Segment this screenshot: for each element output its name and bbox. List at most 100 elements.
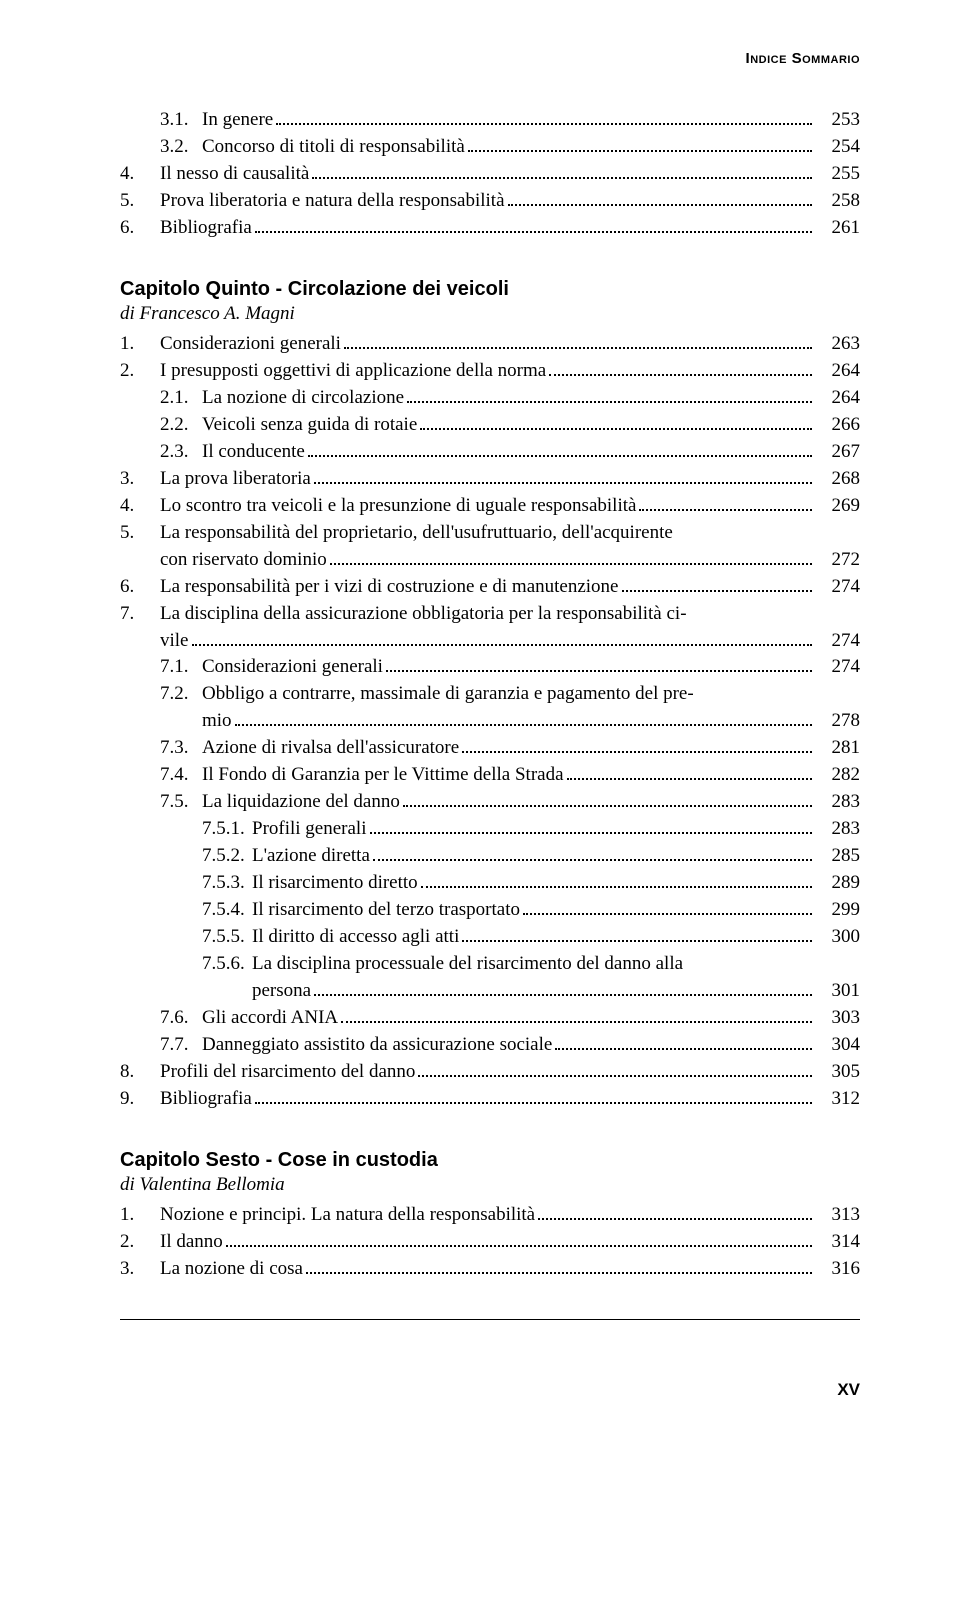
toc-entry-text: Il conducente bbox=[202, 439, 305, 466]
toc-entry-page: 255 bbox=[816, 161, 860, 188]
toc-entry-text: Obbligo a contrarre, massimale di garanz… bbox=[202, 681, 694, 708]
toc-entry: 6.La responsabilità per i vizi di costru… bbox=[120, 574, 860, 601]
toc-entry-text: La nozione di circolazione bbox=[202, 385, 404, 412]
toc-entry-text: Veicoli senza guida di rotaie bbox=[202, 412, 417, 439]
toc-entry-number: 2.2. bbox=[160, 412, 202, 439]
toc-entry-text: La nozione di cosa bbox=[160, 1256, 303, 1283]
toc-entry: 5.Prova liberatoria e natura della respo… bbox=[120, 188, 860, 215]
toc-leader-dots bbox=[639, 509, 812, 511]
toc-entry-page: 283 bbox=[816, 789, 860, 816]
toc-leader-dots bbox=[462, 751, 812, 753]
toc-entry-page: 267 bbox=[816, 439, 860, 466]
toc-entry-number: 1. bbox=[120, 331, 160, 358]
toc-leader-dots bbox=[622, 590, 813, 592]
toc-entry: 7.5.La liquidazione del danno283 bbox=[120, 789, 860, 816]
toc-leader-dots bbox=[308, 455, 812, 457]
toc-leader-dots bbox=[341, 1021, 812, 1023]
toc-entry: 7.5.4.Il risarcimento del terzo trasport… bbox=[120, 897, 860, 924]
toc-entry-page: 278 bbox=[816, 708, 860, 735]
toc-entry-page: 272 bbox=[816, 547, 860, 574]
toc-entry-text: Profili del risarcimento del danno bbox=[160, 1059, 415, 1086]
toc-entry-number: 7.5.2. bbox=[202, 843, 252, 870]
toc-entry: 7.5.2.L'azione diretta285 bbox=[120, 843, 860, 870]
toc-entry-number: 6. bbox=[120, 215, 160, 242]
toc-leader-dots bbox=[276, 123, 812, 125]
toc-entry-page: 283 bbox=[816, 816, 860, 843]
toc-leader-dots bbox=[314, 994, 812, 996]
toc-leader-dots bbox=[314, 482, 812, 484]
toc-entry-page: 314 bbox=[816, 1229, 860, 1256]
toc-entry: 8.Profili del risarcimento del danno305 bbox=[120, 1059, 860, 1086]
toc-entry-wrap: mio278 bbox=[120, 708, 860, 735]
toc-entry-page: 304 bbox=[816, 1032, 860, 1059]
toc-entry-number: 5. bbox=[120, 188, 160, 215]
toc-entry-wrap: con riservato dominio272 bbox=[120, 547, 860, 574]
toc-entry-number: 7.3. bbox=[160, 735, 202, 762]
toc-entry-page: 264 bbox=[816, 385, 860, 412]
toc-entry: 5.La responsabilità del proprietario, de… bbox=[120, 520, 860, 547]
toc-entry-number: 7.5.3. bbox=[202, 870, 252, 897]
toc-entry: 7.7.Danneggiato assistito da assicurazio… bbox=[120, 1032, 860, 1059]
toc-leader-dots bbox=[523, 913, 812, 915]
toc-entry-number: 3.1. bbox=[160, 107, 202, 134]
toc-leader-dots bbox=[462, 940, 812, 942]
toc-block: 3.1.In genere2533.2.Concorso di titoli d… bbox=[120, 107, 860, 242]
toc-leader-dots bbox=[421, 886, 812, 888]
toc-entry: 9.Bibliografia312 bbox=[120, 1086, 860, 1113]
toc-entry-number: 2.1. bbox=[160, 385, 202, 412]
toc-entry-page: 301 bbox=[816, 978, 860, 1005]
toc-entry: 2.I presupposti oggettivi di applicazion… bbox=[120, 358, 860, 385]
toc-entry-text: Il nesso di causalità bbox=[160, 161, 309, 188]
chapter-title: Capitolo Quinto - Circolazione dei veico… bbox=[120, 278, 860, 301]
toc-entry-text: Concorso di titoli di responsabilità bbox=[202, 134, 465, 161]
toc-block: Capitolo Sesto - Cose in custodiadi Vale… bbox=[120, 1149, 860, 1283]
toc-entry: 7.4.Il Fondo di Garanzia per le Vittime … bbox=[120, 762, 860, 789]
toc-entry-text: Il diritto di accesso agli atti bbox=[252, 924, 459, 951]
toc-entry-page: 274 bbox=[816, 628, 860, 655]
toc-entry-number: 7.5.6. bbox=[202, 951, 252, 978]
toc-entry-number: 9. bbox=[120, 1086, 160, 1113]
toc-entry-wrap-text: persona bbox=[252, 978, 311, 1005]
toc-leader-dots bbox=[567, 778, 812, 780]
toc-content: 3.1.In genere2533.2.Concorso di titoli d… bbox=[120, 107, 860, 1283]
toc-entry-text: Nozione e principi. La natura della resp… bbox=[160, 1202, 535, 1229]
toc-entry-number: 2.3. bbox=[160, 439, 202, 466]
toc-entry-number: 3. bbox=[120, 466, 160, 493]
toc-leader-dots bbox=[549, 374, 812, 376]
toc-entry-text: La responsabilità per i vizi di costruzi… bbox=[160, 574, 619, 601]
toc-entry: 2.1.La nozione di circolazione 264 bbox=[120, 385, 860, 412]
toc-leader-dots bbox=[235, 724, 812, 726]
toc-entry-text: Bibliografia bbox=[160, 215, 252, 242]
toc-entry-number: 8. bbox=[120, 1059, 160, 1086]
toc-entry-page: 289 bbox=[816, 870, 860, 897]
toc-entry-number: 4. bbox=[120, 493, 160, 520]
toc-entry-number: 1. bbox=[120, 1202, 160, 1229]
toc-entry-text: Gli accordi ANIA bbox=[202, 1005, 338, 1032]
toc-entry-number: 7.5.5. bbox=[202, 924, 252, 951]
toc-entry-page: 253 bbox=[816, 107, 860, 134]
toc-entry-text: Considerazioni generali bbox=[160, 331, 341, 358]
toc-entry: 7.5.6.La disciplina processuale del risa… bbox=[120, 951, 860, 978]
toc-entry-number: 3.2. bbox=[160, 134, 202, 161]
toc-entry-number: 7. bbox=[120, 601, 160, 628]
toc-entry-page: 285 bbox=[816, 843, 860, 870]
toc-entry-number: 7.6. bbox=[160, 1005, 202, 1032]
toc-entry-text: Danneggiato assistito da assicurazione s… bbox=[202, 1032, 552, 1059]
toc-entry-number: 5. bbox=[120, 520, 160, 547]
toc-entry-page: 254 bbox=[816, 134, 860, 161]
page-number: XV bbox=[120, 1380, 860, 1400]
toc-entry-text: La responsabilità del proprietario, dell… bbox=[160, 520, 673, 547]
toc-entry-text: Il danno bbox=[160, 1229, 223, 1256]
toc-entry-page: 261 bbox=[816, 215, 860, 242]
toc-entry: 7.1.Considerazioni generali274 bbox=[120, 654, 860, 681]
toc-entry: 2.Il danno314 bbox=[120, 1229, 860, 1256]
toc-entry: 2.2.Veicoli senza guida di rotaie266 bbox=[120, 412, 860, 439]
toc-entry-number: 7.2. bbox=[160, 681, 202, 708]
toc-entry: 3.La prova liberatoria268 bbox=[120, 466, 860, 493]
toc-entry-number: 7.1. bbox=[160, 654, 202, 681]
toc-entry: 4.Il nesso di causalità255 bbox=[120, 161, 860, 188]
toc-entry: 2.3.Il conducente 267 bbox=[120, 439, 860, 466]
toc-entry-number: 7.5. bbox=[160, 789, 202, 816]
toc-entry-text: I presupposti oggettivi di applicazione … bbox=[160, 358, 546, 385]
toc-entry-number: 7.5.4. bbox=[202, 897, 252, 924]
